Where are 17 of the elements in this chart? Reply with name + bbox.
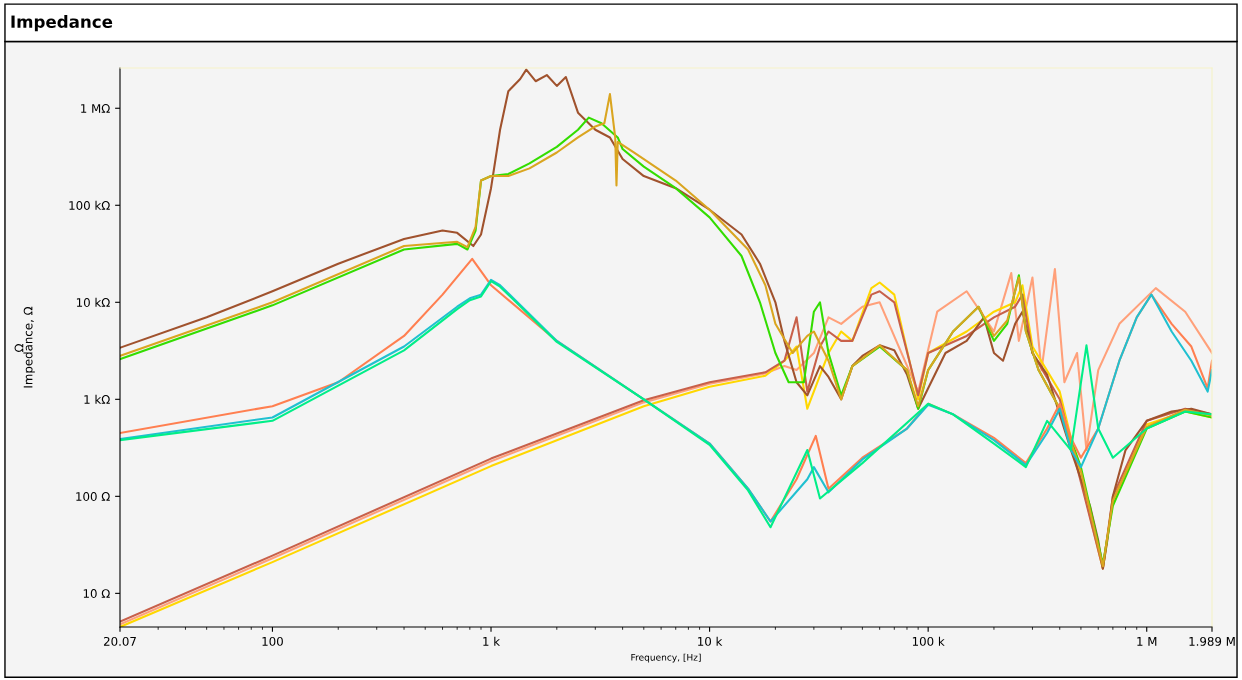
y-tick-label: 10 kΩ xyxy=(76,297,110,307)
y-tick-label: 10 Ω xyxy=(83,589,110,599)
x-tick-label: 1.989 M xyxy=(1189,636,1235,646)
y-tick-label: 1 MΩ xyxy=(81,104,110,113)
x-tick-label: 100 xyxy=(262,636,283,646)
x-tick-label: 1 M xyxy=(1137,637,1157,646)
y-tick-label: 100 kΩ xyxy=(69,200,110,210)
x-tick-label: 100 k xyxy=(912,636,945,646)
x-axis-title: Frequency, [Hz] xyxy=(631,653,701,663)
chart-title: Impedance xyxy=(11,15,113,32)
text: Ω xyxy=(14,343,24,353)
x-tick-label: 10 k xyxy=(698,636,723,646)
y-tick-label: 1 kΩ xyxy=(84,394,110,404)
y-axis-title: Impedance, Ω xyxy=(23,306,35,388)
y-tick-label: 100 Ω xyxy=(76,492,110,501)
x-tick-label: 20.07 xyxy=(103,636,136,646)
x-tick-label: 1 k xyxy=(483,636,501,646)
